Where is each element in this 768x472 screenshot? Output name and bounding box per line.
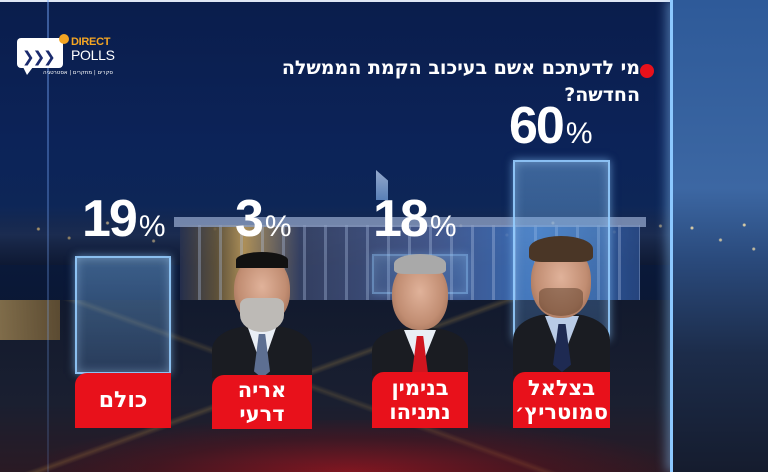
logo-brand-bottom: POLLS <box>71 47 115 63</box>
percent-value: 60% <box>509 100 593 152</box>
poll-question: מי לדעתכם אשם בעיכוב הקמת הממשלה החדשה? <box>281 57 640 106</box>
percent-number: 18 <box>373 190 429 248</box>
percent-number: 60 <box>509 97 565 155</box>
candidate-photo <box>513 232 610 376</box>
percent-value: 19% <box>82 193 166 245</box>
label-line: סמוטריץ׳ <box>515 400 608 424</box>
tie <box>412 336 428 376</box>
logo-tagline: סקרים | מחקרים | אסטרטגיה <box>43 70 113 76</box>
label-line: נתניהו <box>389 400 451 424</box>
direct-polls-logo: ❯❯❯ DIRECT POLLS סקרים | מחקרים | אסטרטג… <box>17 34 115 78</box>
percent-sign: % <box>138 210 166 243</box>
percent-value: 3% <box>235 193 292 245</box>
red-floor-glow <box>40 420 660 472</box>
kippah <box>236 252 288 268</box>
candidate-photo <box>212 248 312 378</box>
chat-bubble-arrows-icon: ❯❯❯ <box>17 38 63 75</box>
candidate-label: אריה דרעי <box>212 375 312 429</box>
percent-sign: % <box>565 117 593 150</box>
hair <box>529 236 593 262</box>
candidate-label: בנימין נתניהו <box>372 372 468 428</box>
left-light-line <box>47 0 49 472</box>
tie <box>254 334 270 378</box>
orange-dot-icon <box>59 34 69 44</box>
hair <box>394 254 446 274</box>
left-building-background <box>0 300 60 340</box>
label-line: כולם <box>98 387 148 413</box>
label-line: דרעי <box>239 402 285 426</box>
top-border <box>0 0 768 2</box>
percent-number: 19 <box>82 190 138 248</box>
beard <box>539 288 583 316</box>
bar <box>75 256 171 374</box>
logo-brand-top: DIRECT <box>71 36 111 48</box>
beard <box>240 298 284 332</box>
percent-number: 3 <box>235 190 264 248</box>
label-line: בנימין <box>391 376 449 400</box>
arrows-icon: ❯❯❯ <box>22 48 56 66</box>
percent-value: 18% <box>373 193 457 245</box>
red-bullet-icon <box>640 64 654 78</box>
candidate-photo <box>372 248 468 376</box>
label-line: בצלאל <box>527 376 596 400</box>
candidate-label: כולם <box>75 373 171 428</box>
tie <box>553 324 571 372</box>
candidate-label: בצלאל סמוטריץ׳ <box>513 372 610 428</box>
percent-sign: % <box>264 210 292 243</box>
percent-sign: % <box>429 210 457 243</box>
label-line: אריה <box>237 378 287 402</box>
right-light-panel <box>670 0 768 472</box>
